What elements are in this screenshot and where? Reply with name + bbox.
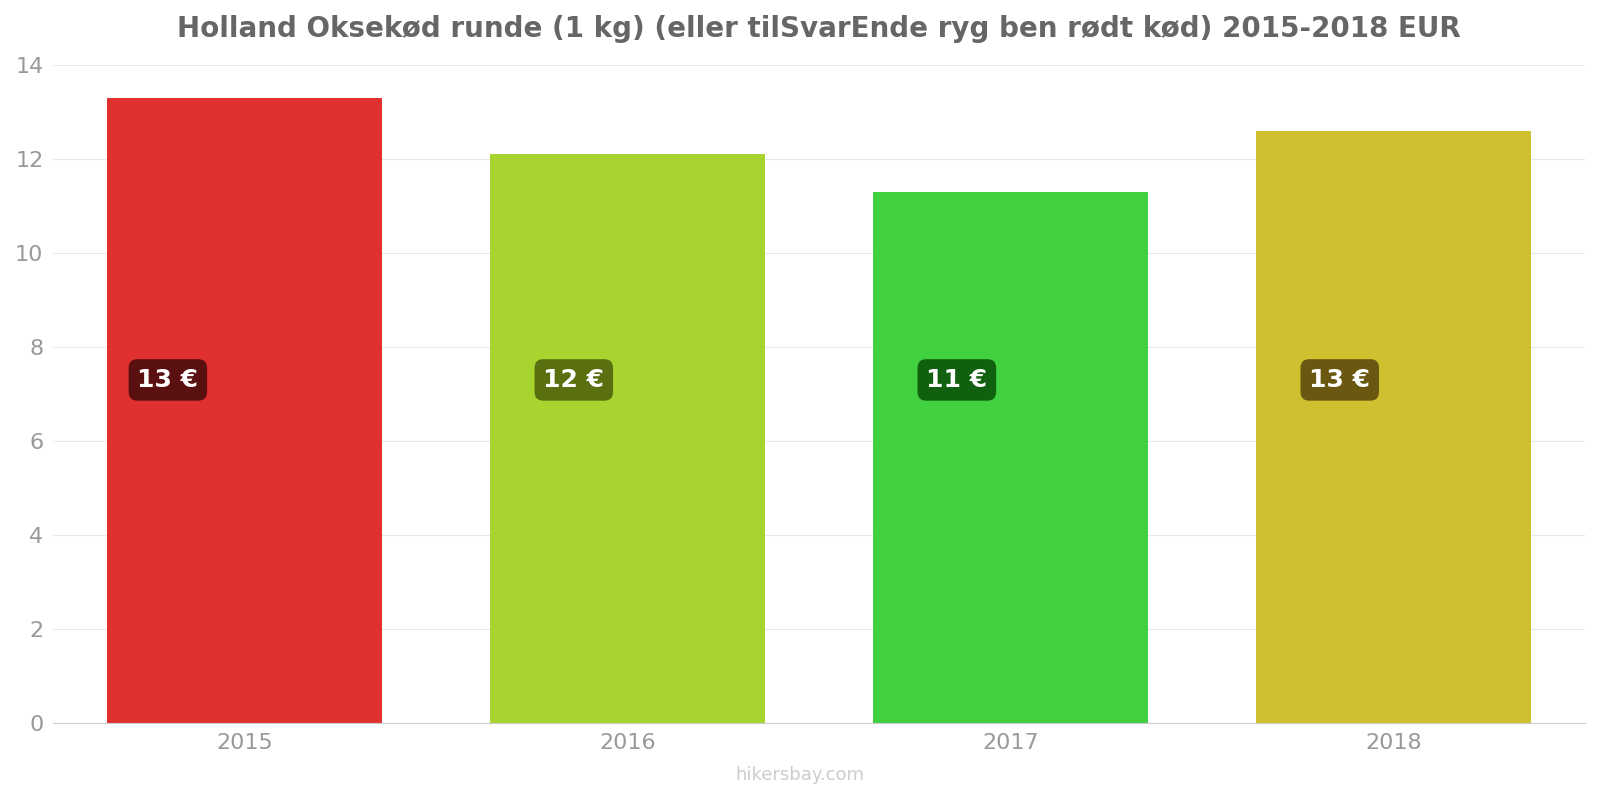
Text: 13 €: 13 €: [1309, 368, 1370, 392]
Text: hikersbay.com: hikersbay.com: [736, 766, 864, 784]
Text: 13 €: 13 €: [138, 368, 198, 392]
Text: 12 €: 12 €: [544, 368, 605, 392]
Bar: [490, 154, 765, 723]
Title: Holland Oksekød runde (1 kg) (eller tilSvarEnde ryg ben rødt kød) 2015-2018 EUR: Holland Oksekød runde (1 kg) (eller tilS…: [178, 15, 1461, 43]
Bar: [107, 98, 382, 723]
Text: 11 €: 11 €: [926, 368, 987, 392]
Bar: [872, 192, 1149, 723]
Bar: [1256, 130, 1531, 723]
